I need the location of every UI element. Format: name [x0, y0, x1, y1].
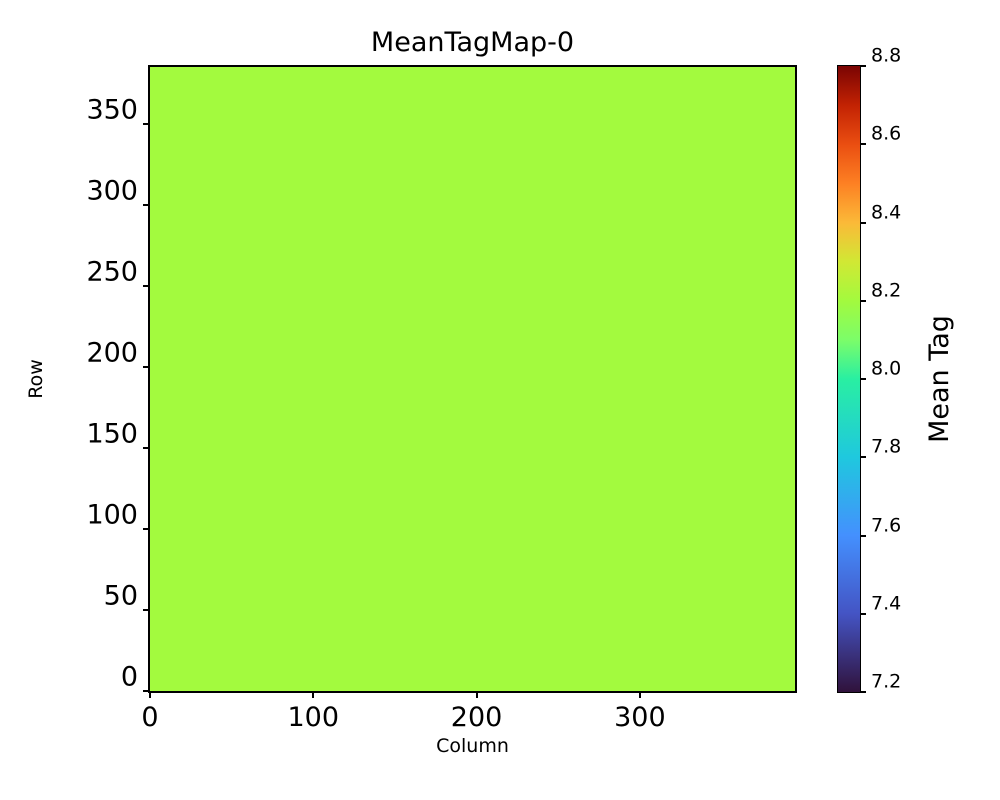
- x-tick-mark: [638, 691, 641, 698]
- colorbar-tick-label: 7.4: [871, 592, 902, 615]
- heatmap-axes[interactable]: 0 50 100 150 200 250 300 350 0 100 200 300: [86, 65, 797, 733]
- colorbar-axes[interactable]: 7.2 7.4 7.6 7.8 8.0 8.2 8.4 8.6 8.8: [837, 46, 901, 693]
- y-tick-label: 150: [86, 418, 138, 450]
- colorbar-tick-label: 8.4: [871, 201, 902, 223]
- heatmap-image[interactable]: [150, 67, 795, 691]
- colorbar-tick-label: 7.8: [871, 435, 902, 458]
- colorbar-label: Mean Tag: [924, 315, 955, 443]
- colorbar-tick-mark: [860, 612, 866, 615]
- y-tick-mark: [143, 446, 150, 449]
- y-tick-mark: [143, 608, 150, 611]
- x-tick-label: 0: [141, 702, 159, 733]
- y-axis-label: Row: [25, 359, 47, 399]
- chart-title: MeanTagMap-0: [370, 27, 575, 58]
- colorbar-tick-label: 8.8: [871, 44, 902, 67]
- y-tick-label: 100: [86, 499, 138, 531]
- colorbar-tick-mark: [860, 691, 866, 693]
- x-axis-label: Column: [436, 735, 509, 757]
- y-tick-label: 200: [86, 337, 138, 369]
- colorbar-tick-label: 7.2: [871, 670, 902, 693]
- colorbar-tick-mark: [860, 65, 866, 67]
- y-tick-mark: [143, 122, 150, 125]
- x-tick-mark: [475, 691, 478, 698]
- colorbar-tick-label: 8.2: [871, 279, 902, 302]
- y-tick-label: 50: [103, 580, 138, 612]
- colorbar-tick-mark: [860, 299, 866, 302]
- x-tick-label: 200: [450, 702, 503, 733]
- colorbar-tick-mark: [860, 456, 866, 459]
- y-tick-label: 0: [120, 661, 138, 693]
- x-tick-label: 300: [614, 702, 666, 733]
- y-tick-label: 250: [86, 256, 138, 288]
- x-tick-label: 100: [287, 702, 340, 733]
- colorbar-tick-label: 8.6: [871, 122, 902, 145]
- y-tick-mark: [143, 527, 150, 530]
- colorbar-gradient[interactable]: [838, 66, 860, 692]
- y-tick-label: 300: [86, 175, 138, 207]
- colorbar-tick-label: 8.0: [871, 357, 902, 380]
- colorbar-tick-mark: [860, 221, 866, 224]
- y-tick-mark: [143, 365, 150, 368]
- y-tick-mark: [143, 284, 150, 287]
- colorbar-tick-mark: [860, 534, 866, 537]
- x-tick-mark: [312, 691, 315, 698]
- colorbar-tick-mark: [860, 378, 866, 380]
- colorbar-tick-label: 7.6: [871, 514, 902, 536]
- x-tick-mark: [149, 691, 151, 698]
- y-tick-mark: [143, 690, 150, 692]
- y-tick-mark: [143, 203, 150, 206]
- y-tick-label: 350: [86, 94, 138, 126]
- colorbar-tick-mark: [860, 143, 866, 146]
